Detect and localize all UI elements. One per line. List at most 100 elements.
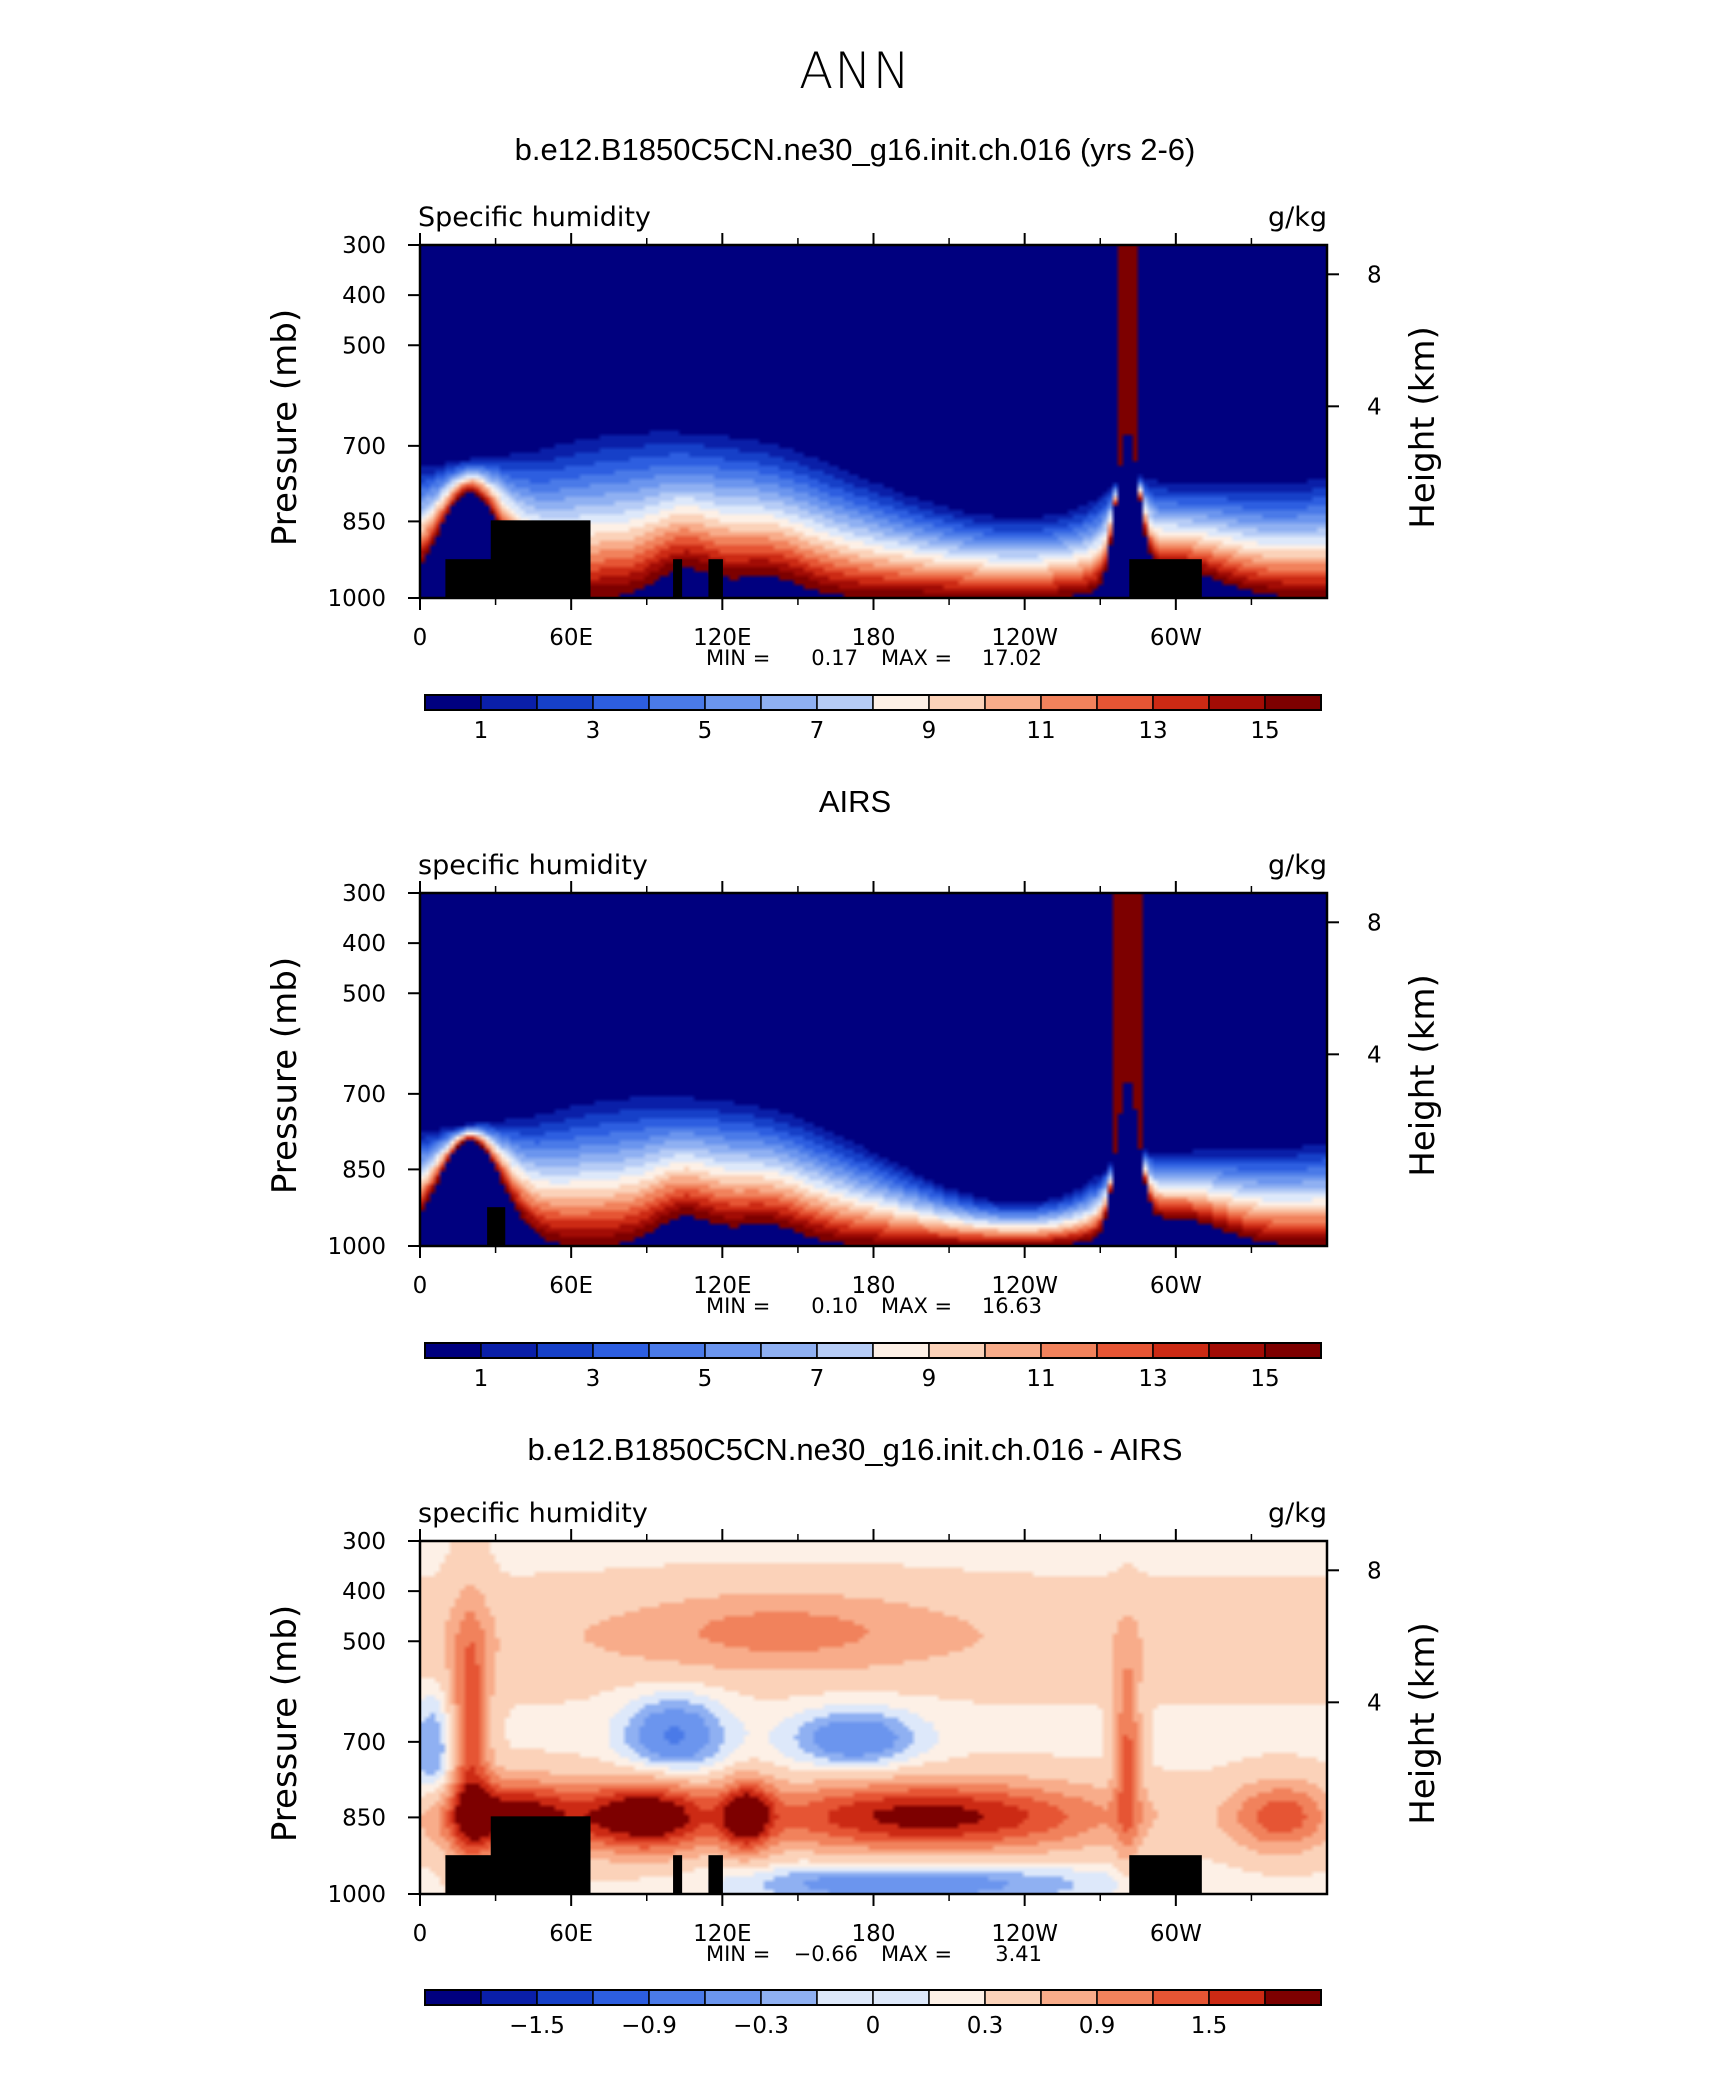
max-label: MAX =: [881, 1294, 952, 1318]
colorbar-swatch: [704, 1342, 762, 1359]
colorbar-label: 3: [586, 1366, 601, 1392]
colorbar-label: 9: [922, 1366, 937, 1392]
x-tick-label: 120W: [991, 625, 1058, 651]
terrain-mask-2-1: [490, 1816, 591, 1894]
colorbar-swatch: [424, 1989, 482, 2006]
max-value: 17.02: [982, 646, 1042, 670]
min-value: 0.10: [811, 1294, 858, 1318]
max-value: 3.41: [995, 1942, 1042, 1966]
colorbar-swatch: [1096, 694, 1154, 711]
y2-axis-label: Height (km): [1403, 974, 1443, 1177]
y2-tick-label: 8: [1367, 1558, 1382, 1584]
y2-tick-label: 4: [1367, 1042, 1382, 1068]
x-tick-label: 120W: [991, 1921, 1058, 1947]
variable-label: Specific humidity: [418, 202, 651, 233]
y-tick-label: 400: [342, 283, 386, 309]
y-tick-label: 300: [342, 1529, 386, 1555]
units-label: g/kg: [1268, 850, 1327, 881]
max-label: MAX =: [881, 1942, 952, 1966]
panel-title: b.e12.B1850C5CN.ne30_g16.init.ch.016 - A…: [528, 1432, 1183, 1467]
y-axis-label: Pressure (mb): [265, 1605, 305, 1842]
colorbar-swatch: [480, 694, 538, 711]
colorbar-swatch: [704, 1989, 762, 2006]
colorbar-swatch: [1040, 1342, 1098, 1359]
terrain-mask-1-0: [487, 1207, 506, 1246]
colorbar-swatch: [1264, 1342, 1322, 1359]
y2-tick-label: 8: [1367, 262, 1382, 288]
colorbar-swatch: [1096, 1342, 1154, 1359]
colorbar-swatch: [872, 1342, 930, 1359]
colorbar-label: 13: [1138, 718, 1167, 744]
y-tick-label: 850: [342, 509, 386, 535]
colorbar-swatch: [424, 1342, 482, 1359]
x-tick-label: 60E: [549, 1921, 593, 1947]
colorbar-swatch: [984, 1342, 1042, 1359]
colorbar-swatch: [760, 1989, 818, 2006]
colorbar-swatch: [872, 1989, 930, 2006]
colorbar-label: −1.5: [509, 2013, 565, 2039]
y2-tick-label: 4: [1367, 394, 1382, 420]
colorbar-swatch: [1040, 694, 1098, 711]
colorbar-swatch: [816, 1342, 874, 1359]
colorbar-swatch: [592, 694, 650, 711]
colorbar-swatch: [648, 1342, 706, 1359]
terrain-mask-0-4: [1129, 559, 1202, 598]
colorbar-label: −0.9: [621, 2013, 677, 2039]
colorbar-swatch: [928, 1989, 986, 2006]
y2-tick-label: 8: [1367, 910, 1382, 936]
x-tick-label: 120E: [693, 625, 751, 651]
max-label: MAX =: [881, 646, 952, 670]
y-tick-label: 500: [342, 1629, 386, 1655]
panel-title: b.e12.B1850C5CN.ne30_g16.init.ch.016 (yr…: [515, 132, 1196, 167]
colorbar-swatch: [536, 1342, 594, 1359]
colorbar-label: 3: [586, 718, 601, 744]
colorbar-swatch: [536, 1989, 594, 2006]
colorbar-label: 9: [922, 718, 937, 744]
colorbar-label: 15: [1250, 1366, 1279, 1392]
y-tick-label: 400: [342, 931, 386, 957]
min-label: MIN =: [706, 1294, 770, 1318]
colorbar-swatch: [1264, 694, 1322, 711]
colorbar-swatch: [872, 694, 930, 711]
colorbar-label: 11: [1026, 1366, 1055, 1392]
y-tick-label: 1000: [327, 1234, 386, 1260]
x-tick-label: 0: [413, 1273, 428, 1299]
colorbar-label: 0.9: [1079, 2013, 1116, 2039]
units-label: g/kg: [1268, 1498, 1327, 1529]
colorbar-label: 1: [474, 718, 489, 744]
x-tick-label: 120W: [991, 1273, 1058, 1299]
colorbar-frame: [424, 694, 1322, 711]
colorbar-label: 5: [698, 718, 713, 744]
y-tick-label: 300: [342, 881, 386, 907]
colorbar-label: 11: [1026, 718, 1055, 744]
y-tick-label: 850: [342, 1157, 386, 1183]
x-tick-label: 0: [413, 625, 428, 651]
x-tick-label: 180: [852, 1921, 896, 1947]
x-tick-label: 60E: [549, 1273, 593, 1299]
y-tick-label: 300: [342, 233, 386, 259]
colorbar-swatch: [592, 1989, 650, 2006]
colorbar-swatch: [984, 1989, 1042, 2006]
variable-label: specific humidity: [418, 1498, 648, 1529]
colorbar-swatch: [928, 1342, 986, 1359]
figure-title: ANN: [798, 42, 911, 100]
colorbar-swatch: [928, 694, 986, 711]
x-tick-label: 60W: [1150, 625, 1202, 651]
colorbar-swatch: [1040, 1989, 1098, 2006]
colorbar-swatch: [1208, 1989, 1266, 2006]
min-value: −0.66: [794, 1942, 858, 1966]
terrain-mask-2-3: [708, 1855, 723, 1894]
colorbar-swatch: [760, 1342, 818, 1359]
y-tick-label: 850: [342, 1805, 386, 1831]
y-tick-label: 500: [342, 333, 386, 359]
colorbar-label: 13: [1138, 1366, 1167, 1392]
colorbar-swatch: [592, 1342, 650, 1359]
colorbar-swatch: [704, 694, 762, 711]
x-tick-label: 120E: [693, 1273, 751, 1299]
terrain-mask-2-2: [673, 1855, 683, 1894]
colorbar-swatch: [648, 694, 706, 711]
y-tick-label: 700: [342, 434, 386, 460]
x-tick-label: 60W: [1150, 1921, 1202, 1947]
panel-title: AIRS: [819, 784, 891, 819]
min-value: 0.17: [811, 646, 858, 670]
